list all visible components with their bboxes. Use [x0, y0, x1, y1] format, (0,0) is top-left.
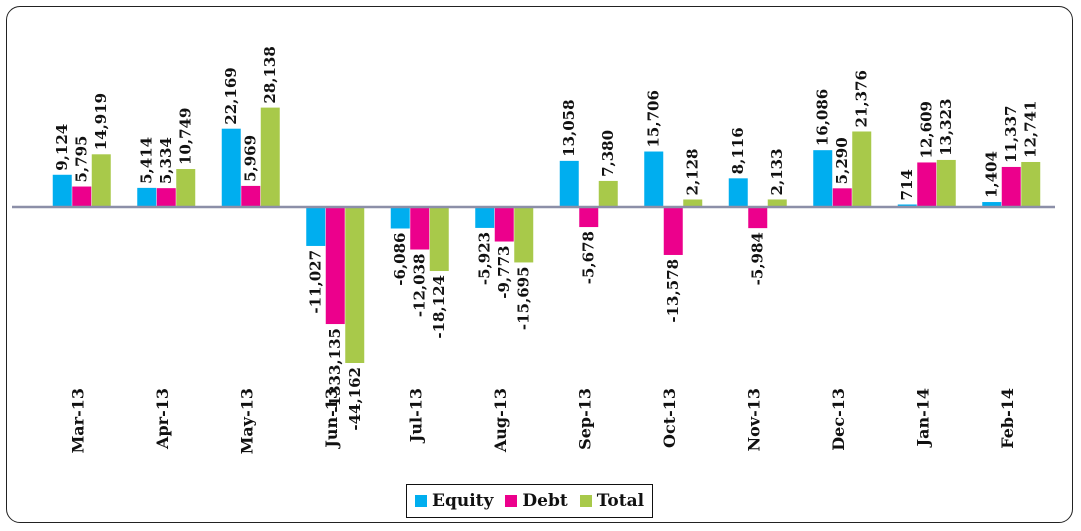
category-label-apr-13: Apr-13	[153, 388, 172, 450]
chart-frame	[6, 6, 1073, 523]
bar-debt-dec-13	[832, 188, 852, 207]
data-label-equity-mar-13: 9,124	[53, 124, 71, 171]
category-label-sep-13: Sep-13	[575, 388, 594, 450]
bar-debt-may-13	[241, 185, 261, 207]
data-label-debt-apr-13: 5,334	[157, 137, 175, 184]
data-label-total-sep-13: 7,380	[599, 130, 617, 177]
legend-label-debt: Debt	[522, 491, 568, 511]
data-label-total-mar-13: 14,919	[92, 93, 110, 150]
legend-item-total: Total	[579, 491, 645, 511]
bar-equity-jan-14	[897, 204, 917, 207]
category-label-jul-13: Jul-13	[406, 388, 425, 444]
bar-debt-jun-13	[325, 207, 345, 325]
chart-legend: Equity Debt Total	[406, 484, 654, 518]
bar-equity-apr-13	[137, 187, 157, 207]
bar-total-may-13	[260, 107, 280, 207]
bar-equity-oct-13	[644, 151, 664, 207]
legend-item-debt: Debt	[505, 491, 568, 511]
legend-swatch-equity	[415, 495, 427, 507]
data-label-equity-oct-13: 15,706	[645, 90, 663, 147]
legend-swatch-total	[579, 495, 592, 507]
bar-debt-oct-13	[663, 207, 683, 255]
data-label-debt-mar-13: 5,795	[73, 136, 91, 183]
data-label-total-may-13: 28,138	[261, 46, 279, 103]
bar-equity-dec-13	[813, 150, 833, 207]
bar-debt-mar-13	[72, 186, 92, 207]
data-label-total-dec-13: 21,376	[853, 70, 871, 127]
data-label-debt-sep-13: -5,678	[580, 231, 598, 284]
data-label-equity-aug-13: -5,923	[476, 232, 494, 285]
bar-total-jul-13	[429, 207, 449, 272]
data-label-debt-dec-13: 5,290	[833, 137, 851, 184]
bar-debt-nov-13	[748, 207, 768, 229]
category-label-oct-13: Oct-13	[660, 388, 679, 448]
data-label-equity-may-13: 22,169	[222, 67, 240, 124]
data-label-total-oct-13: 2,128	[684, 148, 702, 195]
bar-equity-feb-14	[982, 202, 1002, 207]
bar-total-jan-14	[936, 159, 956, 207]
bar-total-oct-13	[683, 199, 703, 207]
category-label-dec-13: Dec-13	[829, 388, 848, 451]
data-label-total-aug-13: -15,695	[515, 266, 533, 330]
bar-debt-jan-14	[917, 162, 937, 207]
bar-equity-nov-13	[728, 178, 748, 207]
bar-total-feb-14	[1021, 161, 1041, 207]
data-label-debt-aug-13: -9,773	[495, 246, 513, 299]
bar-equity-jul-13	[390, 207, 410, 229]
bar-debt-aug-13	[494, 207, 514, 242]
legend-item-equity: Equity	[415, 491, 493, 511]
bar-equity-aug-13	[475, 207, 495, 228]
legend-swatch-debt	[505, 495, 518, 507]
bar-debt-sep-13	[579, 207, 599, 228]
bar-debt-feb-14	[1001, 166, 1021, 207]
data-label-total-feb-14: 12,741	[1022, 101, 1040, 158]
data-label-equity-nov-13: 8,116	[729, 127, 747, 174]
data-label-debt-oct-13: -13,578	[664, 259, 682, 323]
data-label-total-jul-13: -18,124	[430, 275, 448, 339]
bar-equity-sep-13	[559, 160, 579, 207]
data-label-total-jan-14: 13,323	[937, 99, 955, 156]
data-label-equity-jun-13: -11,027	[307, 250, 325, 314]
bar-total-dec-13	[852, 131, 872, 207]
data-label-debt-may-13: 5,969	[242, 135, 260, 182]
data-label-total-jun-13: -44,162	[346, 367, 364, 431]
category-label-jun-13: Jun-13	[322, 388, 341, 450]
data-label-debt-jul-13: -12,038	[411, 254, 429, 318]
data-label-equity-feb-14: 1,404	[983, 151, 1001, 198]
data-label-debt-feb-14: 11,337	[1002, 106, 1020, 163]
bar-total-jun-13	[345, 207, 365, 363]
data-label-debt-jun-13: -1333,135	[326, 328, 344, 413]
data-label-debt-nov-13: -5,984	[749, 232, 767, 285]
data-label-equity-dec-13: 16,086	[814, 89, 832, 146]
bar-equity-jun-13	[306, 207, 326, 246]
category-label-may-13: May-13	[237, 388, 256, 454]
data-label-equity-sep-13: 13,058	[560, 99, 578, 156]
data-label-equity-jul-13: -6,086	[391, 232, 409, 285]
legend-label-total: Total	[596, 491, 645, 511]
category-label-jan-14: Jan-14	[913, 388, 932, 448]
bar-total-mar-13	[91, 154, 111, 207]
bar-total-sep-13	[598, 180, 618, 207]
bar-total-aug-13	[514, 207, 534, 263]
bar-debt-apr-13	[156, 188, 176, 207]
data-label-total-apr-13: 10,749	[177, 108, 195, 165]
bar-total-apr-13	[176, 169, 196, 207]
category-label-feb-14: Feb-14	[998, 388, 1017, 449]
category-label-aug-13: Aug-13	[491, 388, 510, 453]
bar-equity-may-13	[221, 128, 241, 207]
legend-label-equity: Equity	[432, 491, 494, 511]
data-label-total-nov-13: 2,133	[768, 148, 786, 195]
bar-equity-mar-13	[52, 174, 72, 207]
bar-total-nov-13	[767, 199, 787, 207]
bar-debt-jul-13	[410, 207, 430, 250]
data-label-equity-apr-13: 5,414	[138, 137, 156, 184]
data-label-debt-jan-14: 12,609	[918, 101, 936, 158]
category-label-mar-13: Mar-13	[68, 388, 87, 453]
data-label-equity-jan-14: 714	[898, 169, 916, 200]
category-label-nov-13: Nov-13	[744, 388, 763, 452]
